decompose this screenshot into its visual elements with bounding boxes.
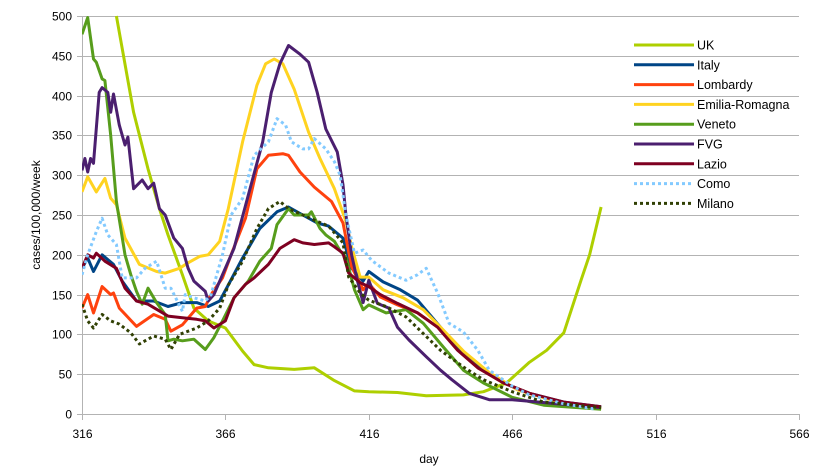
series-line-fvg xyxy=(82,44,602,410)
x-axis-label: day xyxy=(419,452,438,466)
legend-label: Veneto xyxy=(697,118,736,132)
series-line-lazio xyxy=(82,238,602,409)
series-line-uk xyxy=(114,15,603,398)
x-tick-label: 466 xyxy=(502,427,522,441)
y-axis-label: cases/100,000/week xyxy=(29,159,43,269)
legend-label: Lombardy xyxy=(697,78,753,92)
x-tick-label: 516 xyxy=(646,427,666,441)
y-tick-label: 200 xyxy=(52,249,72,263)
axes xyxy=(82,16,800,420)
legend-label: Italy xyxy=(697,58,721,72)
x-tick-labels: 316 366 416 466 516 566 xyxy=(72,427,809,441)
legend-label: Como xyxy=(697,177,730,191)
y-tick-label: 300 xyxy=(52,169,72,183)
y-tick-label: 500 xyxy=(52,10,72,24)
series-line-milano xyxy=(82,200,602,410)
y-tick-label: 250 xyxy=(52,209,72,223)
legend-label: Lazio xyxy=(697,157,727,171)
legend-label: Emilia-Romagna xyxy=(697,98,789,112)
x-tick-label: 416 xyxy=(359,427,379,441)
x-tick-label: 366 xyxy=(215,427,235,441)
legend-label: Milano xyxy=(697,197,734,211)
series-lines xyxy=(82,15,603,411)
x-tick-label: 316 xyxy=(72,427,92,441)
y-tick-label: 50 xyxy=(59,368,73,382)
legend-label: FVG xyxy=(697,138,723,152)
y-tick-label: 350 xyxy=(52,129,72,143)
series-line-emilia-romagna xyxy=(82,57,602,411)
y-tick-labels: 0 50 100 150 200 250 300 350 400 450 500 xyxy=(52,10,72,422)
series-line-como xyxy=(82,117,596,411)
y-tick-label: 100 xyxy=(52,328,72,342)
y-tick-label: 450 xyxy=(52,50,72,64)
x-tick-label: 566 xyxy=(789,427,809,441)
gridlines xyxy=(77,16,799,415)
y-tick-label: 150 xyxy=(52,289,72,303)
y-tick-label: 400 xyxy=(52,90,72,104)
legend-label: UK xyxy=(697,39,715,53)
legend: UK Italy Lombardy Emilia-Romagna Veneto FVG La… xyxy=(634,39,789,211)
y-tick-label: 0 xyxy=(65,408,72,422)
